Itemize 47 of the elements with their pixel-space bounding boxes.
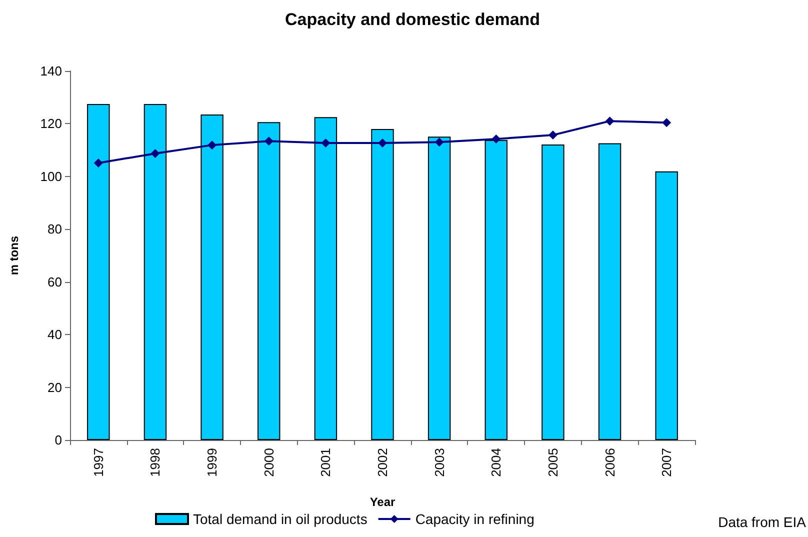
bar: [371, 128, 394, 440]
bar: [144, 104, 167, 440]
point: [208, 140, 217, 150]
x-axis-title: Year: [370, 495, 396, 509]
point: [94, 158, 103, 168]
bar: [542, 144, 564, 440]
bar: [314, 117, 338, 440]
x-tick-label: 1999: [204, 448, 220, 477]
y-tick-label: 100: [40, 168, 62, 184]
point: [548, 130, 558, 140]
x-tick-label: 2005: [545, 448, 560, 477]
x-tick-label: 2002: [375, 448, 390, 477]
x-tick-label: 2004: [488, 448, 504, 477]
y-tick-label: 120: [40, 116, 62, 132]
y-tick-label: 140: [40, 64, 62, 78]
legend-label: Total demand in oil products: [193, 511, 368, 527]
point: [150, 149, 160, 158]
y-axis-title: m tons: [7, 236, 21, 276]
y-tick-label: 0: [54, 432, 62, 448]
x-tick-label: 2003: [432, 448, 447, 477]
bar: [655, 171, 678, 440]
legend-label: Capacity in refining: [415, 511, 534, 527]
x-tick-label: 1997: [90, 448, 106, 477]
bar: [484, 140, 508, 440]
point: [264, 136, 274, 146]
point: [434, 138, 444, 147]
text: Data from EIA: [718, 514, 807, 530]
bar: [258, 122, 280, 440]
y-tick-label: 80: [48, 222, 62, 237]
x-tick-label: 2006: [602, 448, 618, 477]
x-tick-label: 2007: [659, 448, 674, 477]
bar: [87, 104, 110, 440]
bar: [200, 114, 224, 440]
bar: [428, 136, 451, 440]
y-tick-label: 20: [48, 380, 62, 395]
x-tick-label: 1998: [148, 448, 163, 477]
point: [662, 118, 672, 128]
point: [321, 138, 330, 148]
bar: [598, 143, 622, 440]
chart-title: Capacity and domestic demand: [285, 10, 540, 29]
x-tick-label: 2000: [261, 448, 276, 477]
y-tick-label: 40: [48, 327, 62, 342]
point: [378, 138, 387, 148]
point: [492, 134, 501, 144]
y-tick-label: 60: [48, 274, 62, 290]
x-tick-label: 2001: [318, 448, 334, 477]
point: [605, 116, 614, 126]
